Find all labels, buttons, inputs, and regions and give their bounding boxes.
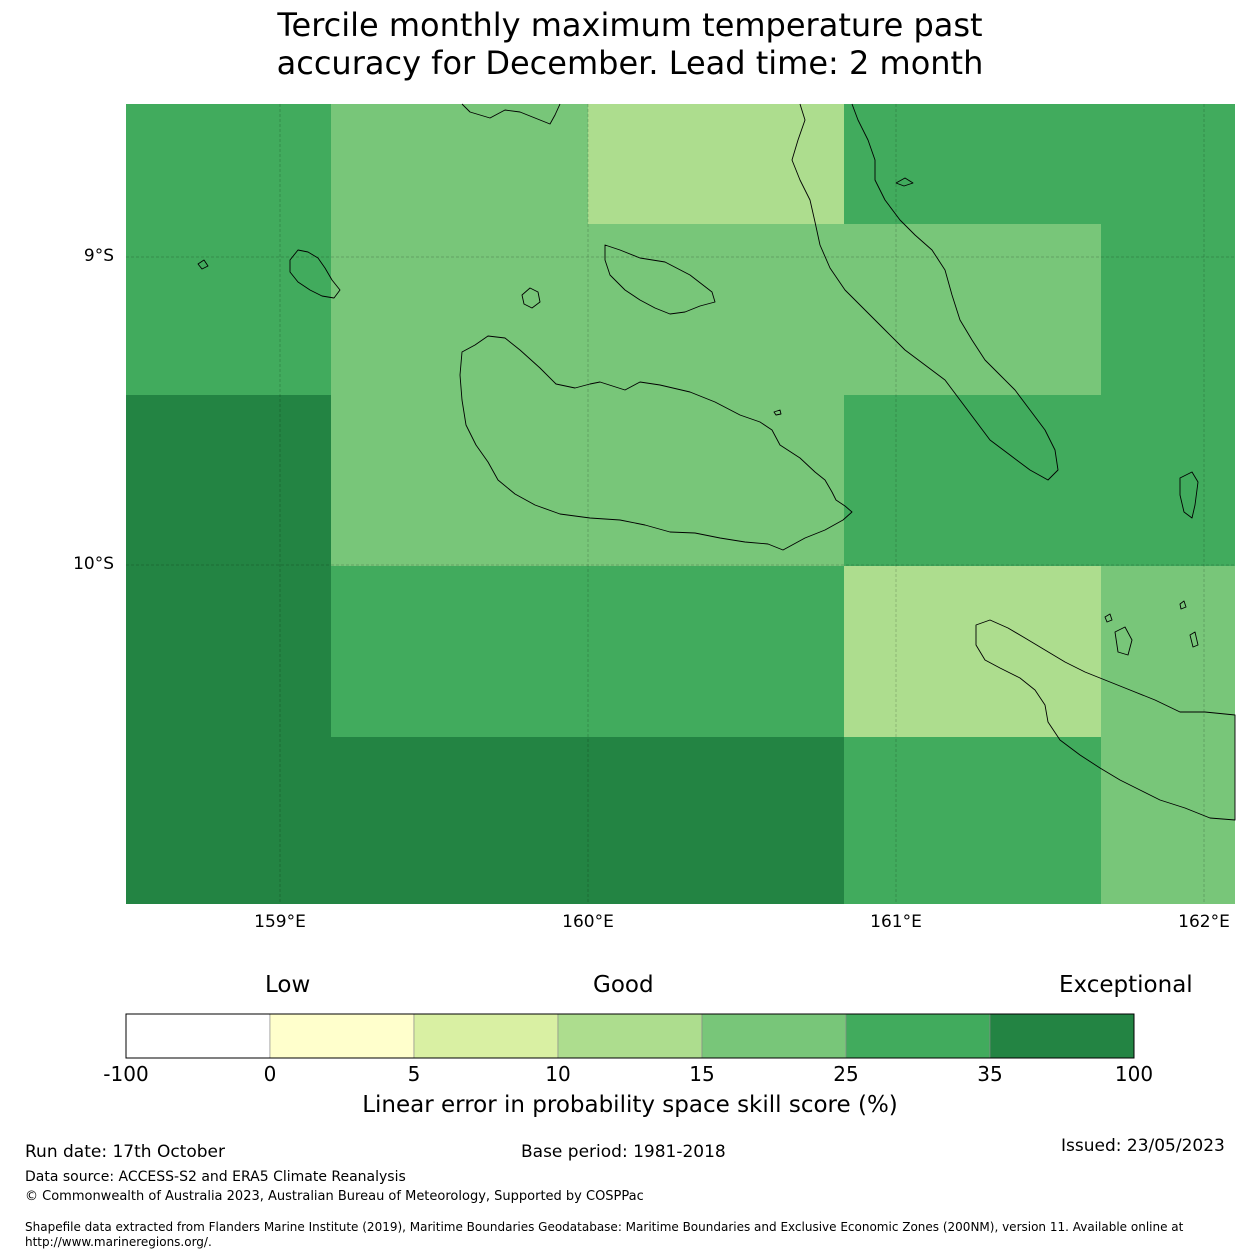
data-source: Data source: ACCESS-S2 and ERA5 Climate … — [25, 1169, 406, 1185]
grid-cell — [588, 224, 844, 395]
grid-cell — [331, 395, 844, 566]
base-period: Base period: 1981-2018 — [521, 1142, 726, 1162]
graticule — [126, 104, 1235, 904]
lon-label-161e: 161°E — [870, 912, 922, 932]
colorbar-swatch — [557, 1013, 703, 1059]
chart-title: Tercile monthly maximum temperature past… — [0, 6, 1260, 82]
coastline-islet-central — [773, 409, 782, 416]
grid-cell — [844, 104, 1235, 224]
grid-cell — [844, 737, 1101, 904]
coastline-makira — [975, 619, 1236, 821]
lon-label-160e: 160°E — [562, 912, 614, 932]
colorbar-tick: 0 — [263, 1062, 277, 1086]
grid-cell — [844, 395, 1235, 566]
grid-cell — [1101, 566, 1235, 904]
issued-date: Issued: 23/05/2023 — [1061, 1136, 1225, 1156]
colorbar-swatch — [269, 1013, 415, 1059]
grid-cell — [1101, 224, 1235, 395]
coastline-islet-ne-2 — [1179, 600, 1187, 610]
title-line-2: accuracy for December. Lead time: 2 mont… — [276, 44, 984, 82]
lat-label-10s: 10°S — [73, 554, 114, 574]
colorbar-frame — [125, 1013, 1135, 1059]
coastline-ulawa — [1179, 471, 1199, 519]
coastline-islet-ne-1 — [1104, 613, 1113, 623]
run-date: Run date: 17th October — [25, 1142, 225, 1162]
grid-cell — [844, 224, 1101, 395]
colorbar-swatch — [413, 1013, 559, 1059]
coastline-small-islet-west — [197, 259, 209, 270]
colorbar-tick: 15 — [689, 1062, 715, 1086]
colorbar-tick: 10 — [545, 1062, 571, 1086]
colorbar-swatches — [125, 1013, 1135, 1059]
skill-grid — [126, 104, 1235, 904]
coastline-guadalcanal — [459, 335, 853, 551]
colorbar-tick: -100 — [103, 1062, 149, 1086]
lon-label-159e: 159°E — [254, 912, 306, 932]
colorbar-tick: 5 — [407, 1062, 421, 1086]
shapefile-credit-line-1: Shapefile data extracted from Flanders M… — [25, 1220, 1184, 1234]
grid-cell — [126, 395, 331, 904]
colorbar-swatch — [845, 1013, 991, 1059]
coastline-malaita-north — [791, 103, 1059, 481]
grid-cell — [331, 737, 844, 904]
coastlines — [197, 103, 1236, 821]
shapefile-credit-line-2: http://www.marineregions.org/. — [25, 1235, 212, 1249]
coastline-small-island-east — [1114, 626, 1133, 656]
grid-cell — [126, 104, 331, 395]
colorbar-swatch — [701, 1013, 847, 1059]
colorbar-label: Linear error in probability space skill … — [362, 1092, 898, 1118]
colorbar-swatch — [125, 1013, 271, 1059]
coastline-islet-ne-3 — [1189, 631, 1199, 648]
grid-cell — [331, 566, 844, 737]
colorbar-swatch — [989, 1013, 1135, 1059]
colorbar-tick: 100 — [1114, 1062, 1154, 1086]
lon-label-162e: 162°E — [1178, 912, 1230, 932]
colorbar-tick: 35 — [977, 1062, 1003, 1086]
grid-cell — [331, 104, 588, 395]
colorbar-category-low: Low — [265, 972, 311, 998]
coastline-florida-islands — [604, 244, 716, 315]
coastline-malaita-islet — [895, 177, 914, 187]
colorbar-category-good: Good — [593, 972, 654, 998]
grid-cell — [588, 104, 844, 224]
shapefile-credit: Shapefile data extracted from Flanders M… — [25, 1220, 1245, 1250]
lat-label-9s: 9°S — [83, 246, 114, 266]
colorbar-category-exceptional: Exceptional — [1059, 972, 1193, 998]
copyright: © Commonwealth of Australia 2023, Austra… — [25, 1189, 644, 1204]
coastline-nggela-top — [461, 103, 561, 125]
coastline-savo — [521, 287, 541, 309]
coastline-russell-islands — [289, 249, 341, 299]
title-line-1: Tercile monthly maximum temperature past — [277, 6, 983, 44]
grid-cell — [844, 566, 1101, 737]
colorbar-tick: 25 — [833, 1062, 859, 1086]
